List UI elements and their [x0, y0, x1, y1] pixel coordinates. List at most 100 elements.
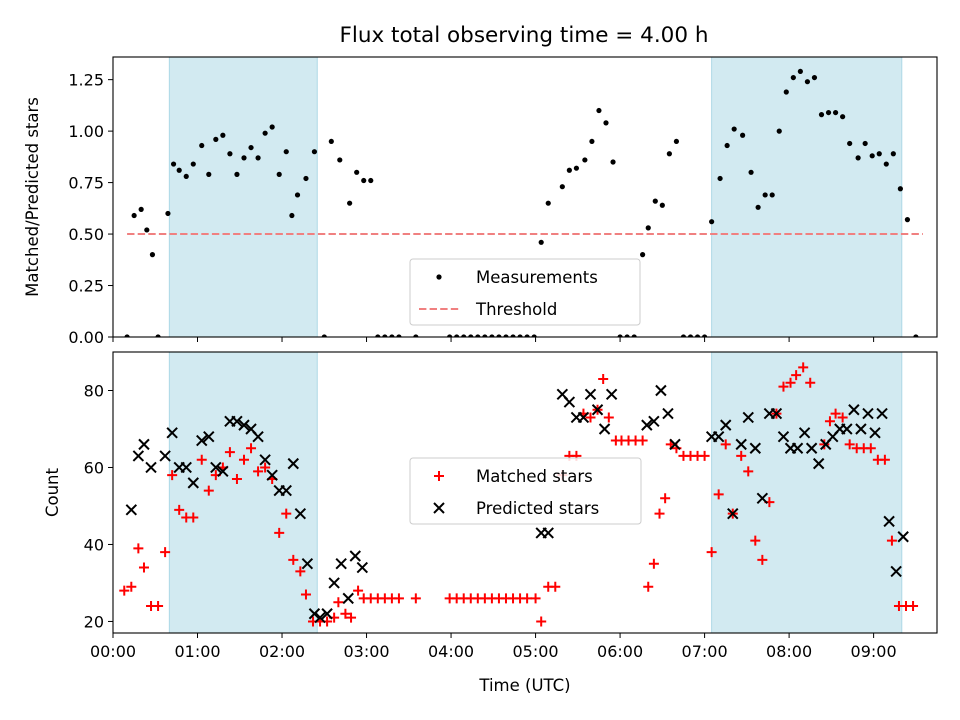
measurement-point — [876, 151, 882, 157]
measurement-point — [545, 200, 551, 206]
measurement-point — [262, 130, 268, 136]
predicted-star-point — [791, 442, 804, 454]
measurement-point — [659, 202, 665, 208]
matched-star-point — [637, 435, 648, 446]
measurement-point — [328, 138, 334, 145]
measurement-point — [904, 217, 911, 223]
matched-star-point — [333, 597, 344, 608]
matched-star-point — [246, 443, 257, 454]
measurement-point — [138, 206, 144, 212]
matched-star-point — [203, 485, 214, 496]
predicted-star-point — [287, 457, 300, 470]
measurement-point — [289, 212, 295, 219]
matched-star-point — [393, 593, 404, 604]
legend-label: Predicted stars — [476, 499, 599, 518]
measurement-point — [640, 252, 646, 258]
matched-star-point — [346, 612, 357, 623]
measurement-point — [731, 126, 737, 132]
predicted-star-point — [598, 423, 611, 435]
predicted-star-point — [132, 450, 145, 462]
measurement-point — [589, 138, 595, 145]
matched-star-point — [253, 466, 264, 477]
matched-star-point — [238, 454, 249, 465]
shaded-interval — [711, 351, 903, 634]
measurement-point — [294, 192, 301, 198]
matched-star-point — [879, 454, 890, 465]
measurement-point — [610, 159, 616, 165]
predicted-star-point — [756, 492, 769, 504]
bottom-axes: 20 40 60 80 00:00 01:00 02:00 03:00 04:00 05:00 06… — [43, 351, 938, 695]
predicted-star-point — [349, 550, 361, 562]
predicted-star-point — [777, 430, 790, 443]
measurement-point — [538, 239, 544, 245]
measurement-point — [206, 171, 212, 177]
measurement-point — [524, 334, 530, 337]
y-tick-label: 20 — [84, 612, 104, 631]
predicted-star-point — [301, 558, 314, 570]
measurement-point — [269, 124, 275, 130]
measurement-point — [913, 334, 919, 337]
y-tick-label: 80 — [84, 381, 104, 400]
matched-star-point — [778, 381, 789, 392]
measurement-point — [447, 334, 453, 337]
matched-star-point — [522, 593, 533, 604]
measurement-point — [694, 334, 701, 337]
predicted-star-point — [203, 430, 215, 443]
predicted-star-point — [145, 461, 157, 474]
measurement-point — [283, 149, 289, 155]
matched-star-point — [300, 589, 311, 600]
measurement-point — [531, 334, 537, 337]
measurement-point — [566, 167, 572, 173]
measurement-point — [337, 157, 343, 163]
predicted-star-point — [720, 419, 732, 431]
y-tick-label: 40 — [84, 535, 104, 554]
y-tick-label: 0.25 — [68, 277, 104, 296]
measurement-point — [724, 142, 730, 149]
measurement-point — [248, 144, 254, 151]
matched-star-point — [654, 508, 665, 519]
predicted-star-point — [294, 507, 307, 520]
predicted-star-point — [125, 504, 138, 516]
legend-plus-marker — [434, 471, 444, 481]
predicted-star-point — [798, 427, 811, 439]
matched-star-point — [660, 493, 671, 504]
matched-star-point — [585, 412, 596, 423]
measurement-point — [454, 334, 460, 337]
matched-star-point — [785, 377, 796, 388]
x-tick-label: 00:00 — [90, 642, 136, 661]
predicted-star-point — [890, 565, 902, 578]
predicted-star-point — [812, 457, 825, 470]
predicted-star-point — [655, 384, 667, 397]
measurement-point — [818, 112, 825, 118]
measurement-point — [468, 334, 474, 337]
measurement-point — [389, 334, 395, 337]
matched-star-point — [410, 593, 421, 604]
measurement-point — [748, 169, 754, 175]
x-tick-label: 03:00 — [343, 642, 389, 661]
predicted-star-point — [742, 411, 754, 424]
y-tick-label: 1.25 — [68, 71, 104, 90]
legend-dot-marker — [436, 274, 442, 280]
matched-star-point — [824, 416, 835, 427]
predicted-star-point — [308, 608, 321, 620]
matched-star-point — [713, 489, 724, 500]
x-axis-label: Time (UTC) — [478, 676, 570, 695]
matched-star-point — [174, 504, 185, 515]
measurement-point — [510, 334, 516, 337]
matched-star-point — [138, 562, 149, 573]
measurement-point — [165, 210, 171, 217]
measurement-point — [652, 198, 658, 204]
predicted-star-point — [862, 407, 874, 420]
x-tick-label: 07:00 — [682, 642, 728, 661]
measurement-point — [890, 151, 896, 157]
predicted-star-point — [648, 415, 660, 427]
chart-title: Flux total observing time = 4.00 h — [340, 23, 709, 48]
predicted-star-point — [231, 415, 243, 427]
matched-star-point — [536, 616, 547, 627]
matched-star-point — [295, 566, 306, 577]
measurement-point — [717, 175, 723, 182]
measurement-point — [811, 74, 818, 81]
matched-star-point — [119, 585, 130, 596]
predicted-star-point — [662, 407, 674, 420]
x-tick-label: 06:00 — [597, 642, 643, 661]
